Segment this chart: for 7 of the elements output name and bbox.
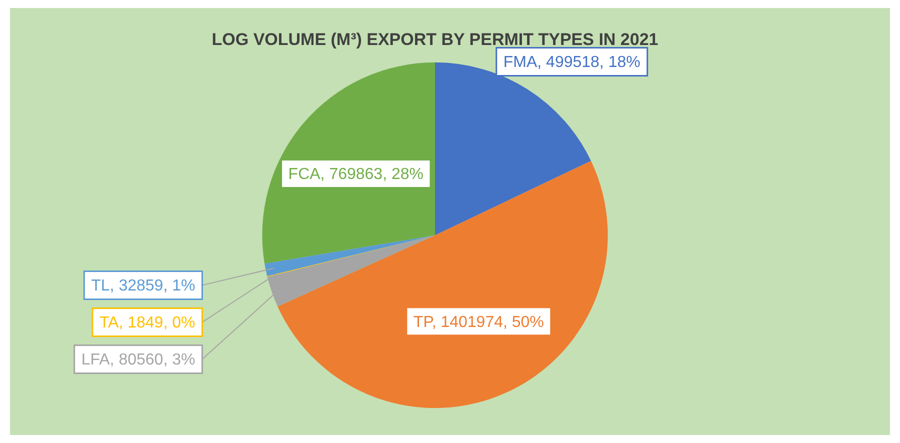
chart-title: LOG VOLUME (M³) EXPORT BY PERMIT TYPES IN 2021 bbox=[212, 30, 658, 49]
slice-label: TA, 1849, 0% bbox=[99, 314, 196, 332]
slice-label: LFA, 80560, 3% bbox=[81, 352, 196, 369]
slice-label: FCA, 769863, 28% bbox=[288, 166, 424, 184]
slice-label: TP, 1401974, 50% bbox=[413, 314, 544, 331]
slice-label: TL, 32859, 1% bbox=[91, 278, 196, 295]
slice-label: FMA, 499518, 18% bbox=[503, 54, 640, 72]
